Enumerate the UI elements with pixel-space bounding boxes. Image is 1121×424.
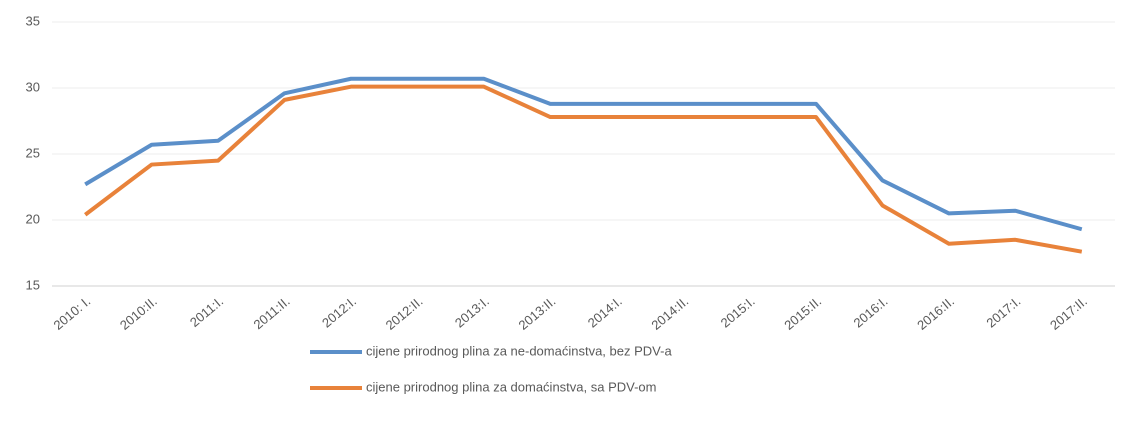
series-line	[84, 76, 1083, 232]
x-tick-label: 2015:II.	[781, 293, 824, 332]
x-tick-label: 2016:I.	[851, 293, 891, 330]
x-tick-label: 2016:II.	[914, 293, 957, 332]
y-tick-label: 30	[26, 79, 40, 94]
legend-label: cijene prirodnog plina za domaćinstva, s…	[366, 379, 656, 394]
y-tick-label: 15	[26, 277, 40, 292]
x-tick-label: 2011:II.	[251, 293, 293, 332]
x-tick-label: 2014:I.	[585, 293, 625, 330]
y-tick-label: 20	[26, 211, 40, 226]
y-tick-label: 25	[26, 145, 40, 160]
x-tick-label: 2012:I.	[319, 293, 359, 330]
x-tick-label: 2015:I.	[718, 293, 758, 330]
x-tick-label: 2017:I.	[983, 293, 1023, 330]
y-tick-label: 35	[26, 13, 40, 28]
x-tick-label: 2011:I.	[187, 293, 226, 329]
series-line	[84, 84, 1083, 254]
x-tick-label: 2013:I.	[452, 293, 492, 330]
x-tick-label: 2017:II.	[1047, 293, 1090, 332]
x-tick-label: 2010:II.	[117, 293, 160, 332]
x-tick-label: 2010: I.	[50, 293, 93, 332]
x-tick-label: 2013:II.	[516, 293, 559, 332]
x-tick-label: 2014:II.	[648, 293, 691, 332]
legend-label: cijene prirodnog plina za ne-domaćinstva…	[366, 343, 672, 358]
x-tick-label: 2012:II.	[383, 293, 426, 332]
